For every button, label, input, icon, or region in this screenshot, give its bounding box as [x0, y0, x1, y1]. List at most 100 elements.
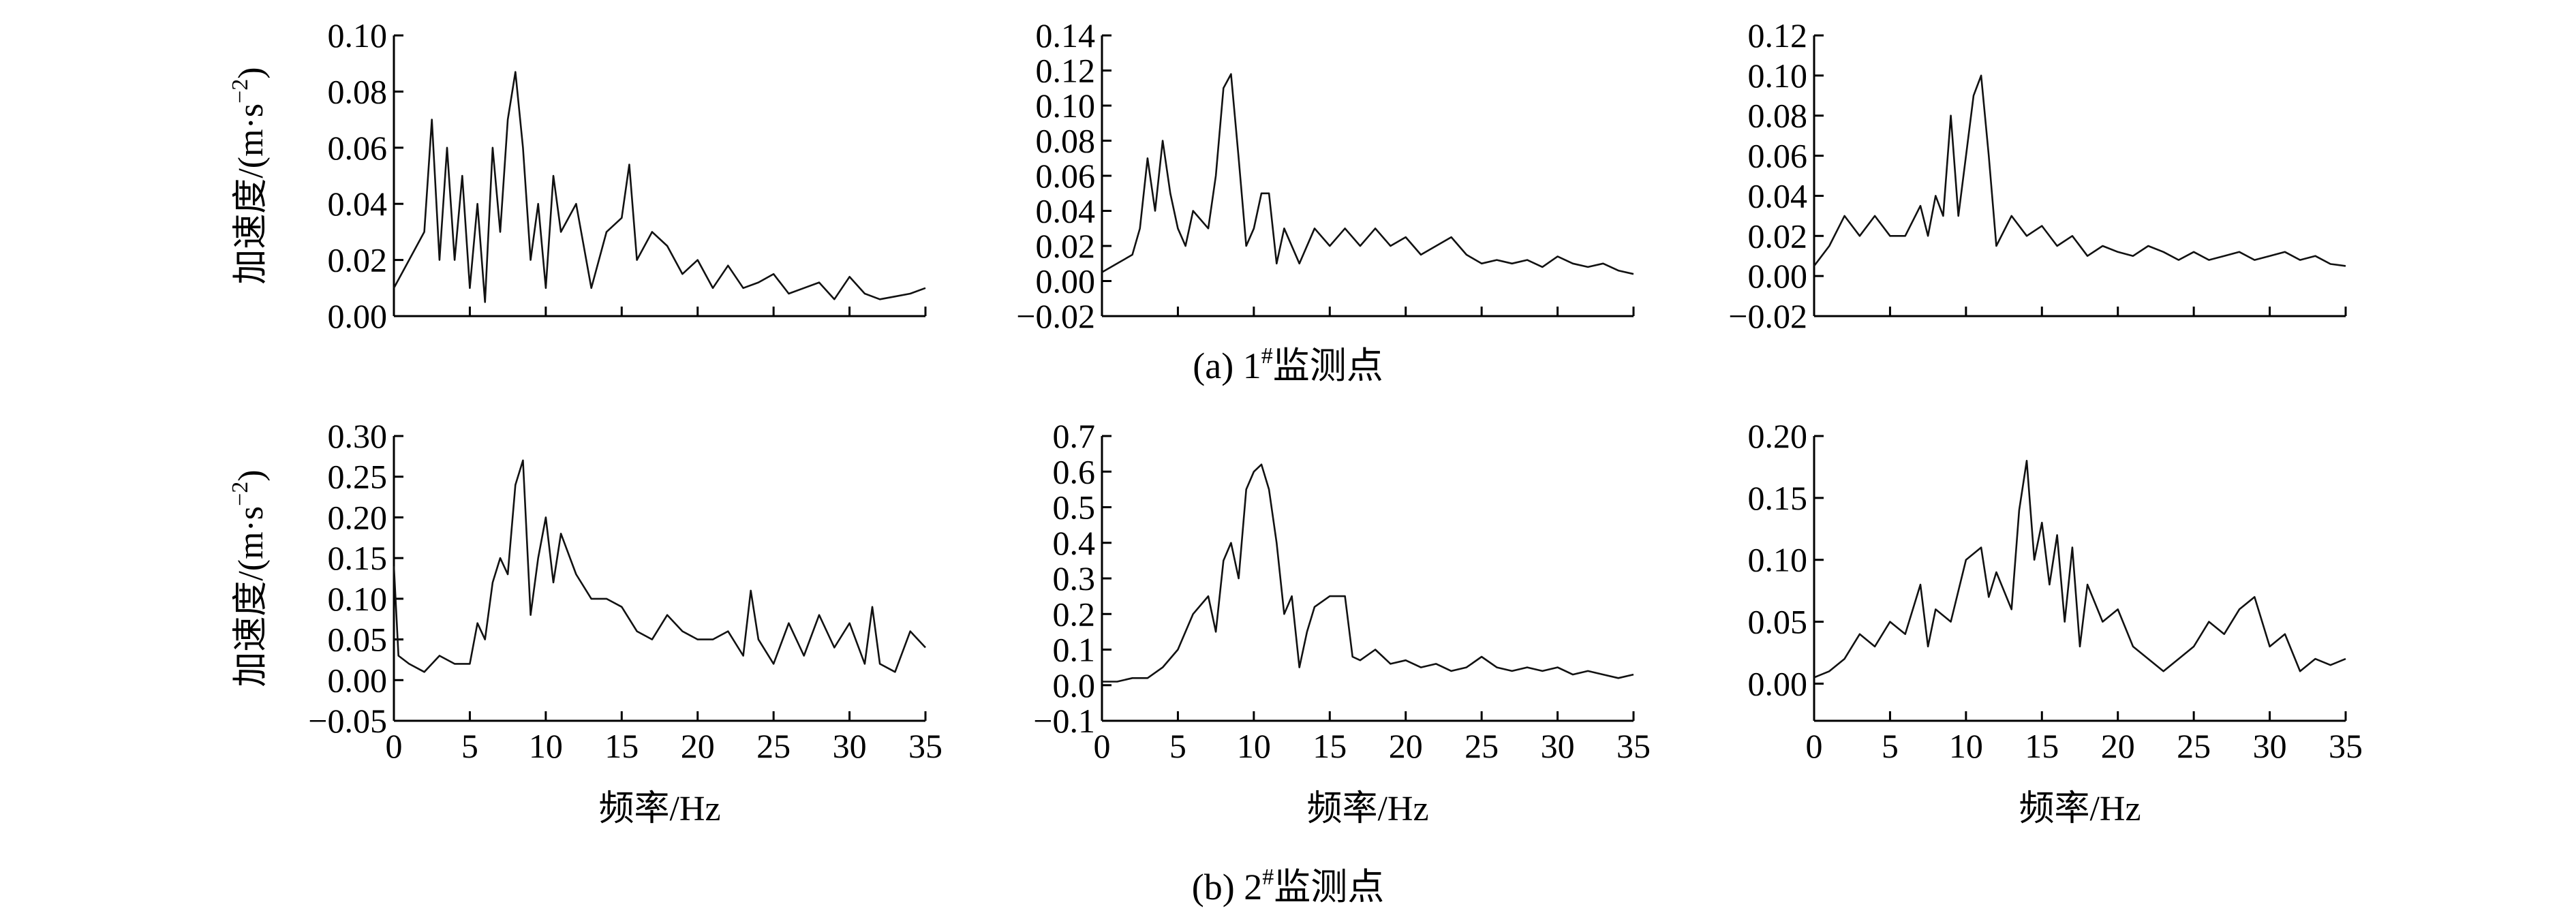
- y-tick-label-a2: 0.02: [1036, 227, 1096, 265]
- y-tick-label-b1: 0.30: [328, 417, 388, 455]
- y-tick-label-b3: 0.05: [1748, 603, 1808, 641]
- panel-b1: −0.050.000.050.100.150.200.250.30 0 5 10 15 2…: [228, 417, 942, 828]
- panel-b3: 0.00 0.05 0.10 0.15 0.20 0 5 10 15 20 25 30 35 频率/Hz: [1748, 417, 2363, 828]
- y-tick-label-a2: 0.12: [1036, 52, 1096, 90]
- caption-a-sup: #: [1261, 343, 1273, 369]
- caption-b-sup: #: [1262, 865, 1274, 890]
- y-tick-label-a1: 0.02: [328, 241, 388, 279]
- y-axis-title-sup: −2: [228, 79, 253, 104]
- x-tick-label-b2: 10: [1237, 727, 1271, 765]
- y-axis-title-main: 加速度/(m·s: [232, 506, 271, 687]
- y-tick-label-a1: 0.06: [328, 129, 388, 167]
- x-tick-label-b2: 20: [1389, 727, 1423, 765]
- panels: 0.000.020.040.060.080.10加速度/(m·s−2)−0.02…: [228, 16, 2363, 828]
- panel-a3: −0.020.000.020.040.060.080.100.12: [1728, 16, 2347, 335]
- series-line-a3: [1813, 74, 2346, 267]
- y-tick-label-b3: 0.10: [1748, 541, 1808, 579]
- y-tick-label-b3: 0.00: [1748, 664, 1808, 702]
- x-tick-label-b1: 30: [833, 727, 867, 765]
- x-axis-title-b2: 频率/Hz: [1306, 790, 1428, 828]
- x-tick-label-b3: 25: [2177, 727, 2211, 765]
- y-tick-label-a3: 0.04: [1748, 176, 1808, 215]
- x-tick-label-b2: 15: [1313, 727, 1347, 765]
- y-tick-label-a3: 0.02: [1748, 217, 1808, 255]
- y-tick-label-a2: 0.00: [1036, 262, 1096, 300]
- y-tick-label-a3: 0.12: [1748, 16, 1808, 55]
- y-tick-label-a1: 0.04: [328, 185, 388, 223]
- panel-b2: −0.10.00.10.20.30.40.50.60.7 0 5 10 15 20 25 30…: [1033, 417, 1651, 828]
- y-tick-label-b1: 0.25: [328, 458, 388, 496]
- caption-a-text: (a) 1: [1193, 345, 1261, 386]
- y-tick-label-a3: 0.00: [1748, 257, 1808, 295]
- x-tick-label-b1: 20: [681, 727, 715, 765]
- x-tick-label-b1: 35: [908, 727, 942, 765]
- caption-a-suffix: 监测点: [1273, 345, 1383, 386]
- y-tick-label-b2: 0.7: [1053, 417, 1096, 455]
- y-tick-label-b1: −0.05: [308, 702, 387, 740]
- y-tick-label-a1: 0.10: [328, 16, 388, 55]
- y-tick-label-b2: 0.5: [1053, 488, 1096, 527]
- y-tick-label-a2: 0.14: [1036, 16, 1096, 55]
- y-tick-label-a3: 0.06: [1748, 137, 1808, 175]
- x-tick-label-b2: 0: [1094, 727, 1111, 765]
- x-tick-label-b1: 5: [461, 727, 478, 765]
- x-tick-label-b3: 30: [2253, 727, 2287, 765]
- x-tick-label-b2: 35: [1616, 727, 1651, 765]
- y-tick-label-b2: 0.6: [1053, 452, 1096, 491]
- y-tick-label-a3: −0.02: [1728, 297, 1807, 335]
- caption-a: (a) 1#监测点: [1193, 343, 1383, 386]
- y-tick-label-b1: 0.05: [328, 621, 388, 659]
- y-tick-label-a3: 0.10: [1748, 57, 1808, 95]
- caption-b-suffix: 监测点: [1274, 867, 1384, 907]
- y-axis-title-close: ): [232, 67, 271, 78]
- x-tick-label-b1: 0: [386, 727, 403, 765]
- x-tick-label-b3: 10: [1949, 727, 1983, 765]
- y-tick-label-b3: 0.20: [1748, 417, 1808, 455]
- x-tick-label-b1: 25: [756, 727, 791, 765]
- caption-b-text: (b) 2: [1192, 867, 1262, 907]
- y-axis-title-a1: 加速度/(m·s−2): [228, 67, 271, 284]
- y-tick-label-b2: 0.2: [1053, 595, 1096, 633]
- y-tick-label-a2: 0.06: [1036, 157, 1096, 195]
- y-tick-label-b2: −0.1: [1033, 702, 1095, 740]
- y-tick-label-a2: −0.02: [1016, 297, 1095, 335]
- y-axis-title-main: 加速度/(m·s: [232, 104, 271, 285]
- y-tick-label-b3: 0.15: [1748, 479, 1808, 517]
- x-tick-label-b2: 25: [1465, 727, 1499, 765]
- panel-a2: −0.020.000.020.040.060.080.100.120.14: [1016, 16, 1635, 335]
- x-tick-label-b3: 0: [1806, 727, 1823, 765]
- y-tick-label-a1: 0.00: [328, 297, 388, 335]
- series-line-b2: [1102, 463, 1634, 683]
- y-tick-label-a1: 0.08: [328, 72, 388, 110]
- y-tick-label-b1: 0.10: [328, 580, 388, 618]
- y-tick-label-a2: 0.10: [1036, 87, 1096, 125]
- x-tick-label-b3: 20: [2101, 727, 2135, 765]
- caption-b: (b) 2#监测点: [1192, 865, 1384, 907]
- x-tick-label-b1: 15: [604, 727, 639, 765]
- x-tick-label-b3: 5: [1882, 727, 1899, 765]
- series-line-a1: [393, 71, 926, 303]
- x-tick-label-b2: 30: [1541, 727, 1575, 765]
- panel-a1: 0.00 0.02 0.04 0.06 0.08 0.10 加速度/(m·s−2): [228, 16, 927, 335]
- series-line-b1: [393, 459, 926, 673]
- y-tick-label-a2: 0.04: [1036, 192, 1096, 230]
- x-tick-label-b3: 35: [2329, 727, 2363, 765]
- x-axis-title-b1: 频率/Hz: [598, 790, 720, 828]
- x-tick-label-b3: 15: [2025, 727, 2059, 765]
- y-tick-label-b1: 0.00: [328, 661, 388, 699]
- y-tick-label-a3: 0.08: [1748, 97, 1808, 135]
- y-tick-label-b1: 0.20: [328, 498, 388, 536]
- series-line-a2: [1101, 73, 1634, 275]
- y-tick-label-b1: 0.15: [328, 539, 388, 577]
- y-tick-label-b2: 0.0: [1053, 666, 1096, 704]
- x-tick-label-b2: 5: [1169, 727, 1186, 765]
- y-axis-title-sup: −2: [228, 482, 253, 506]
- x-axis-title-b3: 频率/Hz: [2019, 790, 2141, 828]
- x-tick-label-b1: 10: [529, 727, 563, 765]
- series-line-b3: [1813, 459, 2346, 679]
- y-tick-label-a2: 0.08: [1036, 122, 1096, 160]
- y-tick-label-b2: 0.3: [1053, 559, 1096, 597]
- y-tick-label-b2: 0.1: [1053, 631, 1096, 669]
- y-tick-label-b2: 0.4: [1053, 524, 1096, 562]
